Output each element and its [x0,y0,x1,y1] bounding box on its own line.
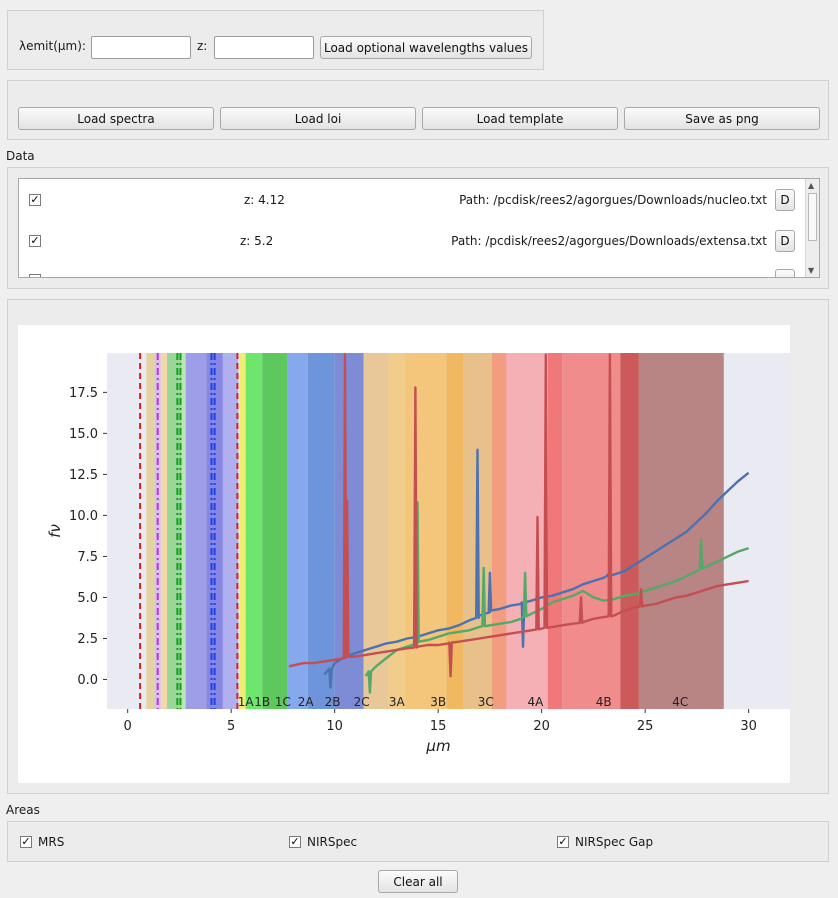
load-optional-wavelengths-button[interactable]: Load optional wavelengths values [320,36,532,59]
band-label: 1C [275,695,291,709]
wavelength-band [206,353,223,709]
data-list[interactable]: ✓ z: 4.12 Path: /pcdisk/rees2/agorgues/D… [18,178,820,278]
y-tick-label: 5.0 [77,591,98,606]
scroll-down-icon[interactable]: ▼ [808,266,815,275]
data-row-delete-button[interactable]: D [775,230,795,252]
wavelength-band [146,353,155,709]
y-tick-label: 17.5 [69,386,98,401]
band-label: 2C [354,695,370,709]
data-row-checkbox[interactable]: ✓ [29,234,41,247]
data-row-checkbox[interactable] [29,274,41,277]
params-group: λemit(µm): z: Load optional wavelengths … [7,10,544,70]
wavelength-band [446,353,463,709]
load-loi-button[interactable]: Load loi [220,107,416,130]
y-axis-label: fν [46,524,64,538]
data-list-scrollbar[interactable]: ▲ ▼ [805,179,819,277]
nirspec-label: NIRSpec [307,835,358,849]
wavelength-band [167,353,182,709]
wavelength-band [307,353,335,709]
data-row-path: Path: /pcdisk/rees2/agorgues/Downloads/n… [459,193,767,207]
nirspec-gap-label: NIRSpec Gap [575,835,654,849]
band-label: 1B [254,695,270,709]
data-row-path: Path: /pcdisk/rees2/agorgues/Downloads/e… [451,234,767,248]
data-row-checkbox[interactable]: ✓ [29,193,41,206]
band-label: 2A [298,695,315,709]
lambda-input[interactable] [91,36,191,59]
z-input[interactable] [214,36,314,59]
spectrum-chart: 1A 1B 1C 2A 2B 2C 3A 3B 3C 4A 4B 4C 0 5 10 15 20 25 30 0.0 2… [46,353,790,755]
lambda-label: λemit(µm): [19,39,86,53]
band-label: 4A [528,695,545,709]
data-row-delete-button[interactable] [775,269,795,277]
x-tick-label: 0 [124,719,132,734]
nirspec-checkbox[interactable]: ✓ [289,835,301,848]
x-tick-label: 15 [430,719,447,734]
toolbar-group: Load spectra Load loi Load template Save… [7,80,829,140]
x-tick-label: 30 [740,719,757,734]
wavelength-band [239,353,246,709]
y-tick-label: 2.5 [77,632,98,647]
wavelength-band [506,353,548,709]
wavelength-band [245,353,263,709]
mrs-label: MRS [38,835,65,849]
wavelength-band [620,353,639,709]
data-row-extensa: ✓ z: 5.2 Path: /pcdisk/rees2/agorgues/Do… [19,229,805,253]
data-row-z: z: 5.2 [240,234,274,248]
load-template-button[interactable]: Load template [422,107,618,130]
x-tick-label: 10 [326,719,343,734]
spectrum-line-0 [323,448,750,689]
band-label: 3B [430,695,446,709]
band-label: 3A [389,695,406,709]
x-tick-label: 20 [533,719,550,734]
wavelength-band [287,353,308,709]
wavelength-band [638,353,724,709]
scroll-thumb[interactable] [808,193,817,241]
wavelength-band [160,353,168,709]
y-tick-label: 10.0 [69,509,98,524]
band-label: 4B [596,695,612,709]
data-group: ✓ z: 4.12 Path: /pcdisk/rees2/agorgues/D… [7,167,829,289]
wavelength-band [491,353,507,709]
scroll-up-icon[interactable]: ▲ [808,181,815,190]
mrs-checkbox[interactable]: ✓ [20,835,32,848]
areas-section-title: Areas [6,803,40,817]
wavelength-band [185,353,207,709]
data-row-partial [19,269,805,277]
wavelength-band [154,353,161,709]
band-label: 4C [672,695,688,709]
plot-canvas[interactable]: 1A 1B 1C 2A 2B 2C 3A 3B 3C 4A 4B 4C 0 5 10 15 20 25 30 0.0 2… [18,325,790,783]
nirspec-gap-checkbox[interactable]: ✓ [557,835,569,848]
load-spectra-button[interactable]: Load spectra [18,107,214,130]
wavelength-band [388,353,406,709]
x-tick-label: 5 [227,719,235,734]
save-png-button[interactable]: Save as png [624,107,820,130]
wavelength-band [222,353,239,709]
z-label: z: [197,39,208,53]
band-label: 3C [478,695,494,709]
data-row-nucleo: ✓ z: 4.12 Path: /pcdisk/rees2/agorgues/D… [19,188,805,212]
y-tick-label: 15.0 [69,427,98,442]
wavelength-band [405,353,447,709]
clear-all-button[interactable]: Clear all [378,870,458,893]
data-section-title: Data [6,149,35,163]
wavelength-band [262,353,288,709]
data-row-z: z: 4.12 [244,193,285,207]
data-row-delete-button[interactable]: D [775,189,795,211]
y-tick-label: 0.0 [77,673,98,688]
wavelength-band [547,353,563,709]
wavelength-band [181,353,186,709]
band-label: 2B [325,695,341,709]
areas-group: ✓ MRS ✓ NIRSpec ✓ NIRSpec Gap [7,821,829,862]
spectrum-line-2 [288,353,749,678]
y-tick-label: 12.5 [69,468,98,483]
band-label: 1A [238,695,255,709]
x-axis-label: μm [425,737,450,755]
x-tick-label: 25 [637,719,654,734]
y-tick-label: 7.5 [77,550,98,565]
